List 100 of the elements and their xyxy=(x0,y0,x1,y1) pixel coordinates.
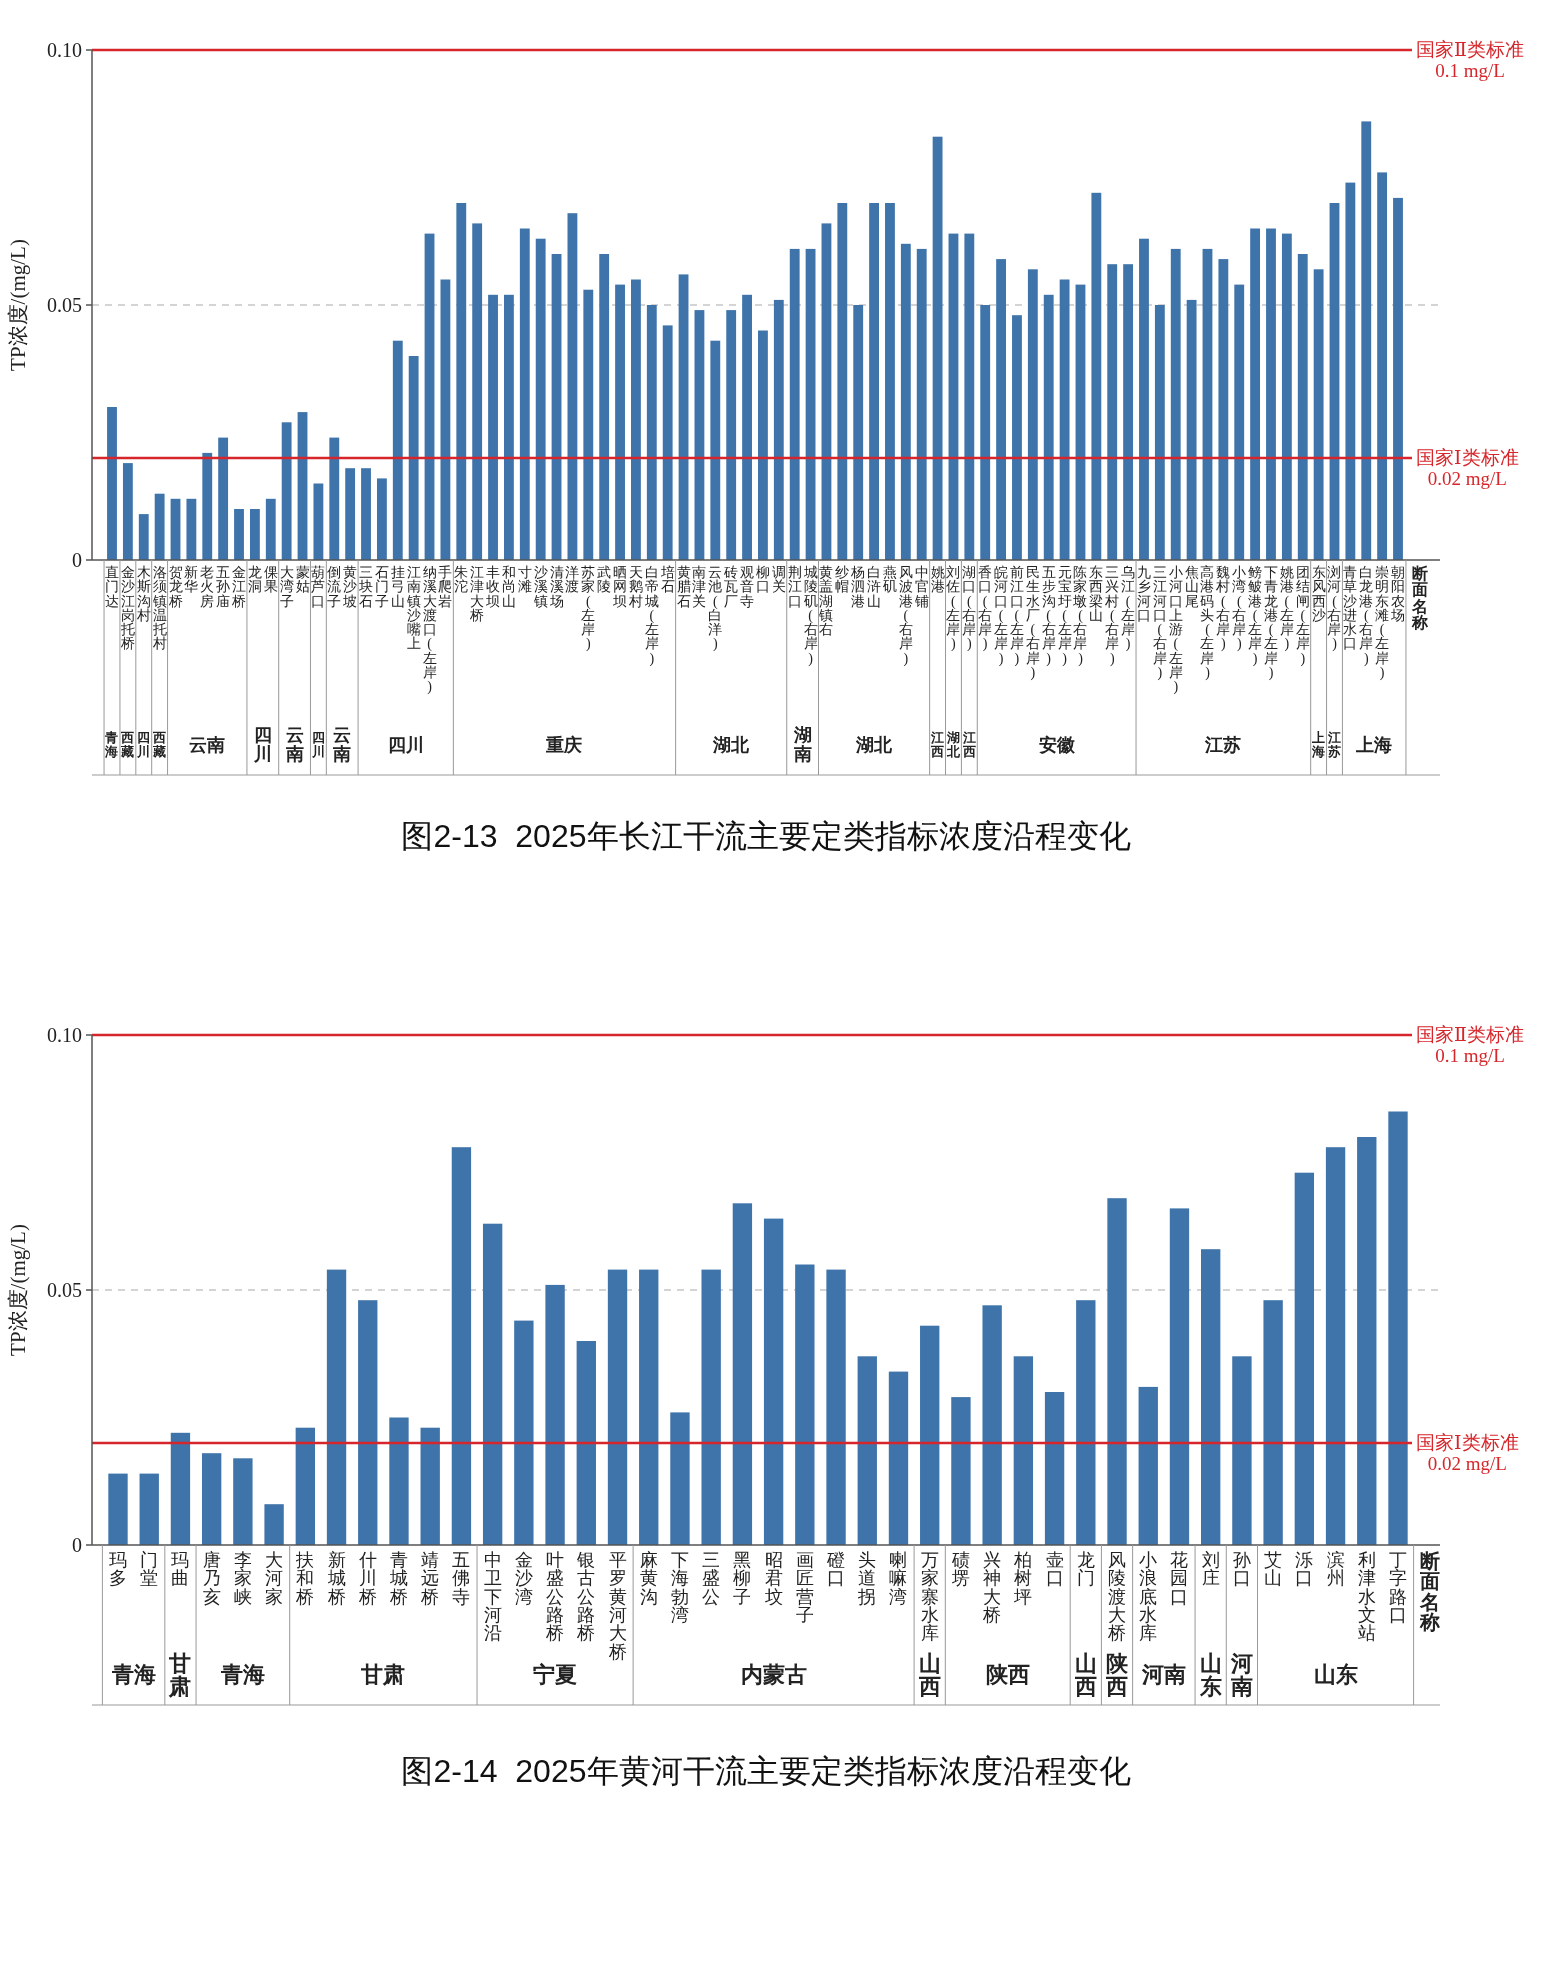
x-tick-label: 焦山尾 xyxy=(1184,565,1199,609)
group-label: 四川 xyxy=(310,731,326,759)
x-tick-label: 三块石 xyxy=(359,565,374,609)
bar xyxy=(726,310,737,560)
bar xyxy=(1027,269,1038,560)
bar xyxy=(535,238,546,560)
bar xyxy=(1107,1198,1127,1545)
x-tick-label: 东西梁山 xyxy=(1089,565,1104,624)
bar xyxy=(662,325,673,560)
bar xyxy=(646,305,657,560)
bar xyxy=(186,498,197,560)
x-tick-label: 黑柳子 xyxy=(733,1550,752,1607)
bar xyxy=(826,1269,846,1545)
bar xyxy=(742,294,752,560)
group-label: 四川 xyxy=(386,735,425,755)
y-tick-label: 0.10 xyxy=(46,39,82,61)
bar xyxy=(329,437,340,560)
x-tick-label: 手爬岩 xyxy=(438,565,453,609)
bar xyxy=(996,259,1007,560)
group-label: 江西 xyxy=(961,731,977,759)
x-tick-label: 青城桥 xyxy=(389,1550,408,1607)
x-tick-label: 崇明东滩(左岸) xyxy=(1375,565,1390,681)
x-tick-label: 下青龙港(左岸) xyxy=(1263,565,1278,681)
y-axis-title: TP浓度/(mg/L) xyxy=(5,1224,30,1356)
bar xyxy=(964,233,975,560)
y-tick-label: 0 xyxy=(71,549,82,571)
bar xyxy=(631,279,641,560)
x-tick-label: 龙洞 xyxy=(247,565,262,595)
group-label: 陕西 xyxy=(984,1663,1031,1687)
bar xyxy=(805,248,816,560)
x-tick-label: 城陵矶(右岸) xyxy=(803,565,818,666)
x-tick-label: 元宝圩(左岸) xyxy=(1057,565,1072,666)
x-tick-label: 团结闸(左岸) xyxy=(1295,565,1310,666)
x-tick-label: 门堂 xyxy=(140,1550,159,1589)
group-label: 四川 xyxy=(136,731,152,759)
bar xyxy=(916,248,927,560)
group-label: 河南 xyxy=(1140,1663,1187,1687)
bar xyxy=(1107,264,1118,560)
x-tick-label: 白帝城(左岸) xyxy=(644,565,659,666)
ref-label: 国家Ⅱ类标准 0.1 mg/L xyxy=(1416,1025,1524,1067)
y-tick-label: 0 xyxy=(71,1534,82,1556)
bar xyxy=(234,509,244,560)
x-tick-label: 大湾子 xyxy=(279,565,294,609)
bar xyxy=(361,468,371,560)
x-tick-label: 南津关 xyxy=(692,565,707,609)
bar xyxy=(170,1432,191,1545)
bar xyxy=(519,228,530,560)
bar xyxy=(1139,238,1149,560)
category-label: 小河口上游(左岸) xyxy=(1168,565,1183,695)
group-label: 四川 xyxy=(252,726,273,764)
bar xyxy=(607,1269,628,1545)
x-tick-label: 风波港(右岸) xyxy=(898,565,913,666)
x-tick-label: 云池(白洋) xyxy=(708,565,723,652)
text: 图2-14 2025年黄河干流主要定类指标浓度沿程变化 xyxy=(400,1753,1132,1789)
x-tick-label: 苏家(左岸) xyxy=(581,565,596,652)
x-tick-label: 天鹅村 xyxy=(628,565,643,609)
x-tick-label: 洛须镇温托村 xyxy=(152,565,167,652)
x-tick-label: 沙溪镇 xyxy=(533,565,548,609)
x-tick-label: 五佛寺 xyxy=(452,1550,471,1607)
x-tick-label: 龙门 xyxy=(1076,1550,1095,1589)
x-tick-label: 皖河口(左岸) xyxy=(994,565,1009,666)
bar xyxy=(1170,248,1181,560)
x-tick-label: 中卫下河沿 xyxy=(483,1550,502,1644)
x-tick-label: 银古公路桥 xyxy=(577,1550,596,1644)
group-label: 青海 xyxy=(219,1663,266,1687)
bar xyxy=(551,254,562,560)
bar xyxy=(1169,1208,1190,1545)
x-tick-label: 头道拐 xyxy=(858,1550,877,1607)
x-tick-label: 柳口 xyxy=(755,565,770,595)
bar xyxy=(1361,121,1372,560)
x-tick-label: 和尚山 xyxy=(501,565,516,609)
bar xyxy=(408,356,419,560)
bar xyxy=(233,1458,253,1545)
ref-label: 国家Ⅰ类标准 0.02 mg/L xyxy=(1416,448,1519,490)
x-tick-label: 李家峡 xyxy=(233,1550,252,1607)
bar xyxy=(1218,259,1229,560)
bar xyxy=(440,279,451,560)
x-tick-label: 三盛公 xyxy=(702,1550,721,1607)
bar xyxy=(853,305,864,560)
bar xyxy=(869,203,879,560)
x-tick-label: 花园口 xyxy=(1170,1550,1189,1607)
group-label: 西藏 xyxy=(120,731,136,759)
bar xyxy=(821,223,832,560)
x-tick-label: 三江河口(右岸) xyxy=(1152,565,1167,681)
x-tick-label: 金沙湾 xyxy=(514,1550,533,1607)
x-tick-label: 石门子 xyxy=(374,565,389,609)
text: 图2-13 2025年长江干流主要定类指标浓度沿程变化 xyxy=(400,818,1132,854)
x-tick-label: 倮果 xyxy=(263,565,278,595)
group-label: 河南 xyxy=(1229,1651,1254,1699)
bar xyxy=(482,1223,503,1545)
x-tick-label: 平罗黄河大桥 xyxy=(608,1550,627,1662)
x-tick-label: 高港码头(左岸) xyxy=(1200,565,1215,681)
bar xyxy=(789,248,800,560)
x-tick-label: 纱帽 xyxy=(835,565,850,595)
x-tick-label: 浏河(右岸) xyxy=(1327,565,1342,652)
bar xyxy=(138,514,149,560)
x-tick-label: 兴神大桥 xyxy=(983,1550,1002,1626)
bar xyxy=(154,493,165,560)
x-tick-label: 葫芦口 xyxy=(311,565,326,609)
x-tick-label: 倒流子 xyxy=(327,565,342,609)
